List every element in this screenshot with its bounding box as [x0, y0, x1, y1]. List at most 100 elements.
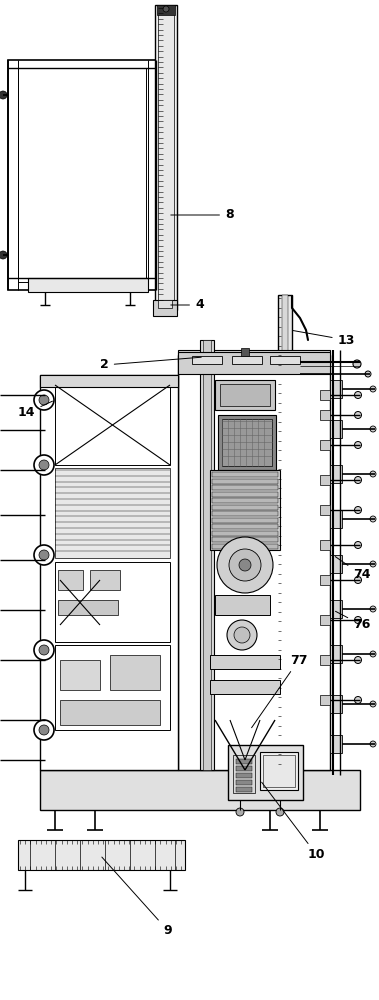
Bar: [210, 680, 280, 694]
Bar: [330, 695, 342, 713]
Bar: [320, 575, 330, 585]
Circle shape: [217, 537, 273, 593]
Circle shape: [353, 360, 361, 368]
Bar: [212, 518, 278, 522]
Bar: [178, 350, 330, 362]
Bar: [330, 380, 342, 398]
Circle shape: [354, 412, 362, 418]
Circle shape: [354, 656, 362, 664]
Circle shape: [39, 645, 49, 655]
Bar: [236, 787, 252, 792]
Bar: [210, 655, 280, 669]
Bar: [241, 348, 249, 356]
Text: 77: 77: [252, 654, 307, 728]
Bar: [40, 375, 178, 387]
Bar: [203, 340, 211, 770]
Text: 4: 4: [171, 298, 204, 312]
Circle shape: [354, 506, 362, 514]
Bar: [212, 537, 278, 542]
Circle shape: [370, 426, 376, 432]
Circle shape: [39, 725, 49, 735]
Bar: [60, 660, 100, 690]
Bar: [232, 356, 262, 364]
Bar: [282, 295, 288, 775]
Circle shape: [370, 471, 376, 477]
Bar: [233, 755, 255, 793]
Bar: [8, 60, 156, 290]
Polygon shape: [18, 840, 185, 870]
Circle shape: [34, 720, 54, 740]
Bar: [58, 600, 118, 615]
Bar: [90, 570, 120, 590]
Bar: [153, 300, 177, 316]
Bar: [212, 491, 278, 496]
Bar: [40, 770, 360, 810]
Bar: [320, 540, 330, 550]
Bar: [158, 5, 174, 310]
Circle shape: [39, 460, 49, 470]
Circle shape: [39, 550, 49, 560]
Circle shape: [354, 391, 362, 398]
Bar: [178, 355, 330, 770]
Bar: [155, 5, 177, 310]
Bar: [270, 356, 300, 364]
Bar: [60, 700, 160, 725]
Circle shape: [354, 542, 362, 548]
Bar: [55, 562, 170, 642]
Bar: [330, 645, 342, 663]
Bar: [40, 375, 178, 770]
Bar: [200, 340, 214, 770]
Circle shape: [370, 741, 376, 747]
Circle shape: [227, 620, 257, 650]
Bar: [330, 465, 342, 483]
Circle shape: [163, 6, 169, 12]
Bar: [212, 511, 278, 516]
Bar: [320, 695, 330, 705]
Bar: [236, 773, 252, 778]
Text: 10: 10: [262, 782, 326, 861]
Circle shape: [354, 477, 362, 484]
Bar: [58, 570, 83, 590]
Bar: [236, 759, 252, 764]
Text: 76: 76: [335, 611, 370, 632]
Text: 8: 8: [171, 209, 233, 222]
Bar: [218, 415, 276, 470]
Circle shape: [34, 390, 54, 410]
Circle shape: [229, 549, 261, 581]
Circle shape: [34, 545, 54, 565]
Bar: [320, 655, 330, 665]
Bar: [220, 384, 270, 406]
Circle shape: [354, 442, 362, 448]
Bar: [236, 766, 252, 771]
Circle shape: [354, 616, 362, 624]
Bar: [320, 410, 330, 420]
Bar: [222, 419, 272, 466]
Bar: [320, 475, 330, 485]
Bar: [192, 356, 222, 364]
Bar: [260, 752, 298, 790]
Circle shape: [39, 395, 49, 405]
Circle shape: [370, 516, 376, 522]
Circle shape: [365, 371, 371, 377]
Circle shape: [236, 808, 244, 816]
Circle shape: [370, 561, 376, 567]
Bar: [55, 645, 170, 730]
Bar: [330, 735, 342, 753]
Circle shape: [34, 640, 54, 660]
Bar: [212, 544, 278, 548]
Bar: [330, 420, 342, 438]
Bar: [236, 780, 252, 785]
Bar: [320, 440, 330, 450]
Circle shape: [0, 91, 7, 99]
Text: 9: 9: [102, 857, 172, 936]
Bar: [228, 745, 303, 800]
Text: 14: 14: [18, 401, 52, 420]
Bar: [320, 505, 330, 515]
Circle shape: [234, 627, 250, 643]
Circle shape: [354, 696, 362, 704]
Bar: [55, 385, 170, 465]
Bar: [330, 510, 342, 528]
Text: 13: 13: [293, 330, 355, 347]
Bar: [330, 555, 342, 573]
Text: 74: 74: [335, 557, 371, 582]
